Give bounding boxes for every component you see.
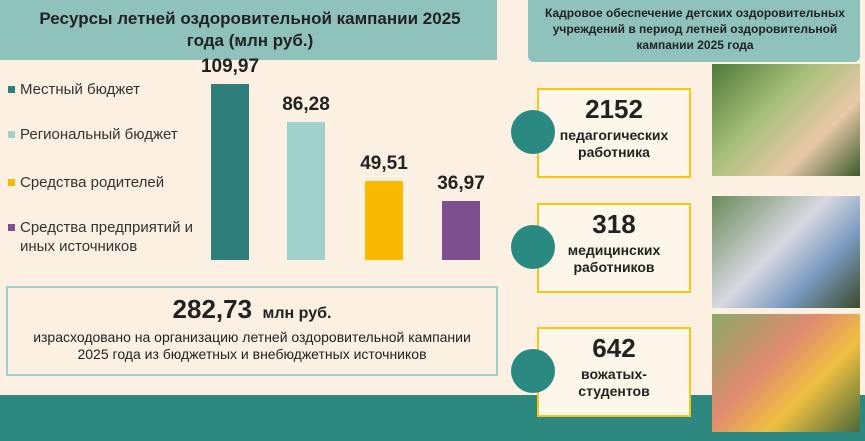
photo bbox=[712, 314, 860, 432]
legend-label: Региональный бюджет bbox=[20, 126, 178, 143]
staff-label: вожатых-студентов bbox=[578, 366, 650, 399]
staff-box: 2152 педагогических работника bbox=[537, 88, 691, 178]
staff-count: 642 bbox=[592, 333, 636, 363]
legend-label: Средства родителей bbox=[20, 174, 165, 191]
chart-title: Ресурсы летней оздоровительной кампании … bbox=[39, 9, 461, 50]
summary-text: израсходовано на организацию летней оздо… bbox=[33, 329, 471, 362]
bar bbox=[287, 121, 325, 260]
legend-swatch bbox=[8, 224, 15, 231]
bar bbox=[211, 84, 249, 260]
staff-box: 642 вожатых-студентов bbox=[537, 327, 691, 417]
staff-label: медицинских работников bbox=[567, 242, 661, 275]
legend-item: Средства предприятий и иных источников bbox=[8, 218, 210, 256]
staff-header-band bbox=[528, 0, 860, 62]
staff-count: 318 bbox=[592, 209, 636, 239]
summary-amount: 282,73 bbox=[172, 294, 253, 324]
legend-swatch bbox=[8, 179, 15, 186]
staff-dot bbox=[511, 225, 555, 269]
title-band bbox=[0, 0, 497, 60]
summary-unit: млн руб. bbox=[262, 305, 332, 322]
staff-label: педагогических работника bbox=[559, 127, 669, 160]
staff-count: 2152 bbox=[585, 94, 643, 124]
summary-box: 282,73 млн руб. израсходовано на организ… bbox=[6, 286, 498, 376]
bar bbox=[365, 180, 403, 260]
value-label: 36,97 bbox=[437, 172, 485, 194]
value-label: 109,97 bbox=[200, 56, 260, 78]
legend-item: Местный бюджет bbox=[8, 80, 210, 99]
legend-item: Региональный бюджет bbox=[8, 125, 210, 144]
staff-title: Кадровое обеспечение детских оздоровител… bbox=[545, 6, 845, 52]
legend-label: Средства предприятий и иных источников bbox=[20, 219, 193, 255]
bar bbox=[442, 200, 480, 260]
summary-head: 282,73 млн руб. bbox=[8, 294, 496, 325]
legend-label: Местный бюджет bbox=[20, 81, 140, 98]
value-label: 86,28 bbox=[282, 93, 330, 115]
staff-box: 318 медицинских работников bbox=[537, 203, 691, 293]
staff-dot bbox=[511, 110, 555, 154]
legend-swatch bbox=[8, 131, 15, 138]
staff-dot bbox=[511, 349, 555, 393]
value-label: 49,51 bbox=[360, 152, 408, 174]
legend-swatch bbox=[8, 86, 15, 93]
photo bbox=[712, 64, 860, 176]
photo bbox=[712, 196, 860, 308]
legend-item: Средства родителей bbox=[8, 173, 210, 192]
